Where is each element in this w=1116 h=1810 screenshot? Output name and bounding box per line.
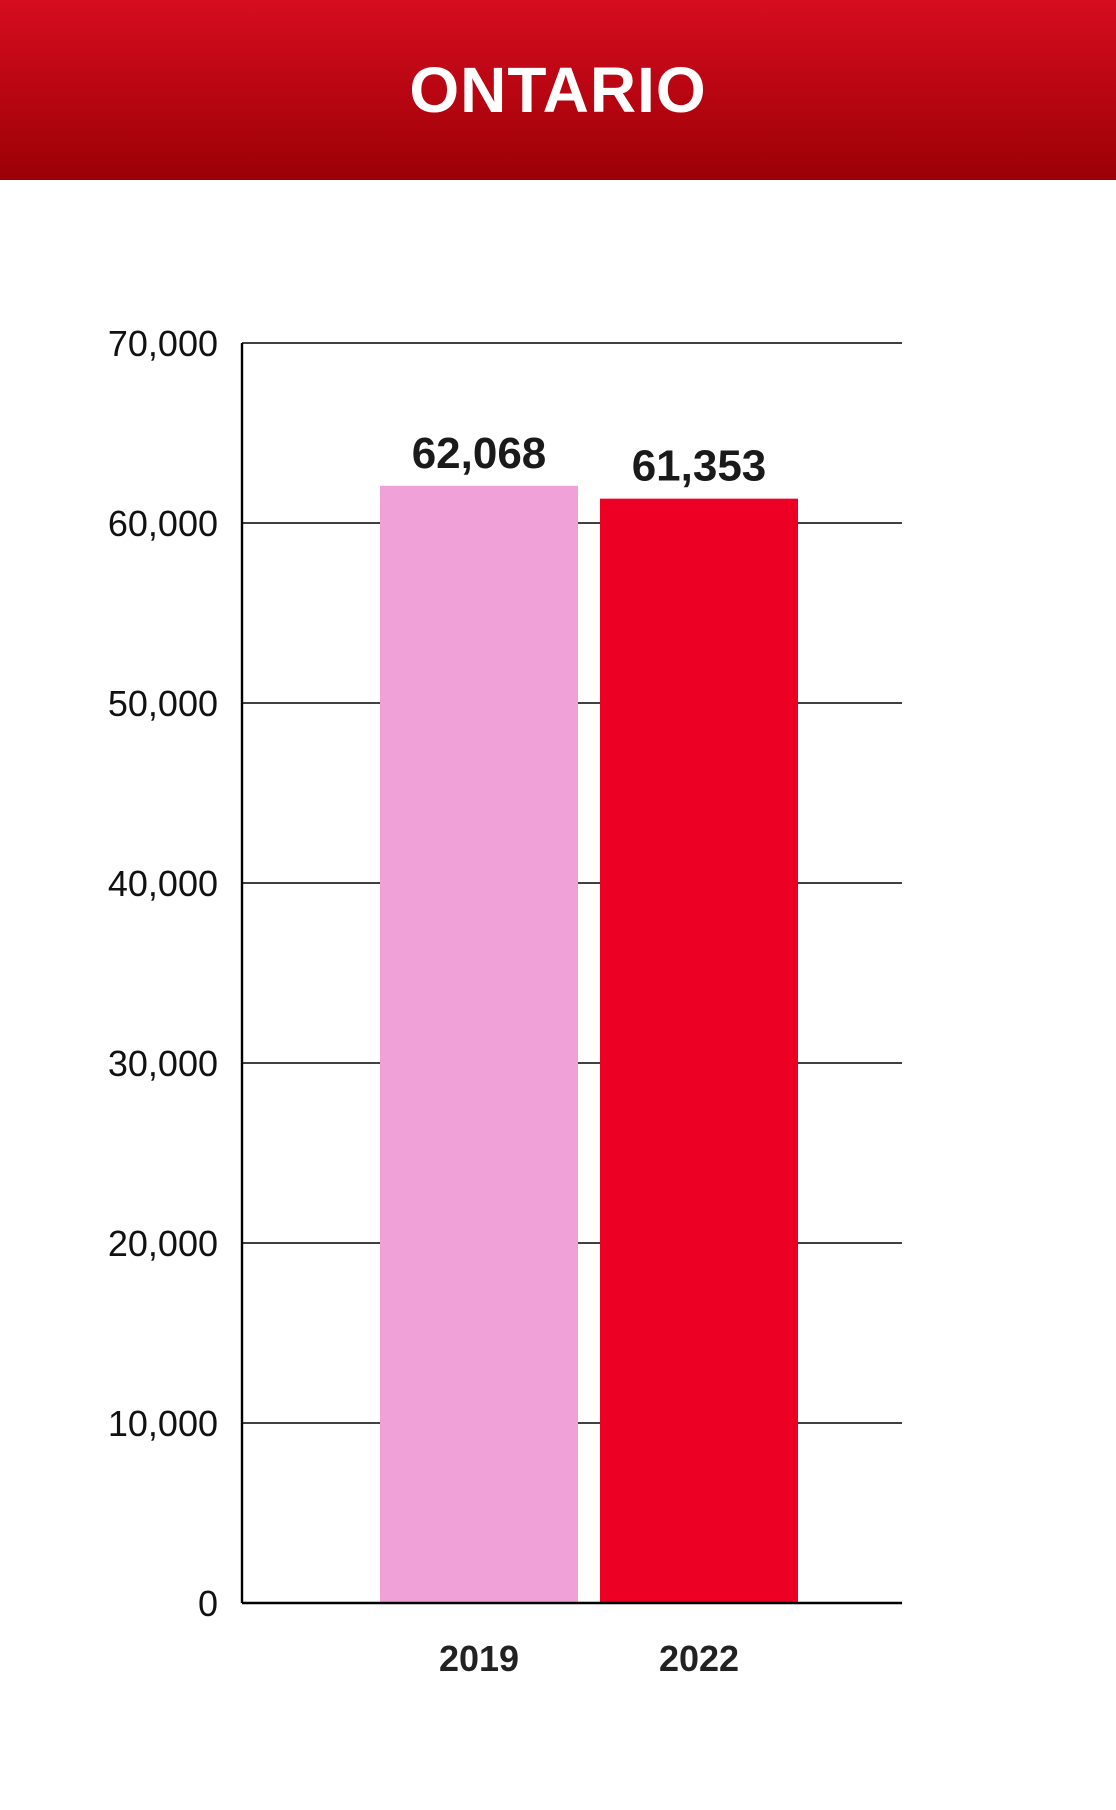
y-tick-label: 20,000: [108, 1223, 218, 1264]
y-tick-label: 10,000: [108, 1403, 218, 1444]
y-tick-label: 60,000: [108, 503, 218, 544]
y-tick-label: 30,000: [108, 1043, 218, 1084]
chart-area: 0 10,000 20,000 30,000 40,000 50,000 60,000 70,…: [0, 180, 1116, 1805]
y-tick-label: 50,000: [108, 683, 218, 724]
y-tick-label: 0: [198, 1583, 218, 1624]
bar-2019: [380, 485, 578, 1603]
x-tick-label-2022: 2022: [659, 1638, 739, 1679]
data-label-2019: 62,068: [412, 429, 547, 478]
header-banner: ONTARIO: [0, 0, 1116, 180]
bar-chart: 0 10,000 20,000 30,000 40,000 50,000 60,000 70,…: [108, 323, 902, 1679]
data-label-2022: 61,353: [632, 442, 767, 491]
y-tick-label: 40,000: [108, 863, 218, 904]
labels: 0 10,000 20,000 30,000 40,000 50,000 60,000 70,…: [108, 323, 766, 1679]
axes: [240, 343, 902, 1605]
bar-2022: [600, 498, 798, 1603]
x-tick-label-2019: 2019: [439, 1638, 519, 1679]
bars: [380, 485, 798, 1603]
y-tick-label: 70,000: [108, 323, 218, 364]
chart-title: ONTARIO: [409, 54, 707, 126]
